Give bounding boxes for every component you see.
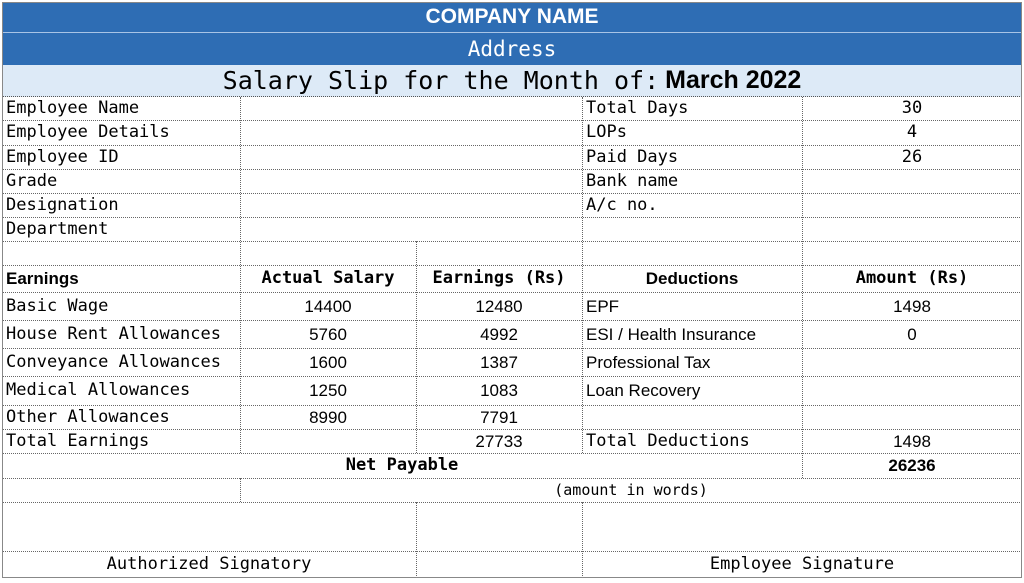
earnings-column-header: Earnings <box>6 269 79 288</box>
employee-name-value[interactable] <box>240 97 582 120</box>
total-days-label: Total Days <box>586 98 689 118</box>
deduction-label: ESI / Health Insurance <box>586 324 757 344</box>
earning-label: Conveyance Allowances <box>6 351 221 372</box>
actual-salary-value[interactable]: 14400 <box>304 296 352 316</box>
paid-days-value[interactable]: 26 <box>901 146 923 167</box>
designation-value[interactable] <box>240 193 582 217</box>
bank-name-value[interactable] <box>802 169 1022 193</box>
actual-salary-value[interactable]: 8990 <box>309 407 347 427</box>
account-number-label: A/c no. <box>586 194 658 215</box>
department-value[interactable] <box>240 217 582 241</box>
grade-value[interactable] <box>240 169 582 193</box>
company-name-banner: COMPANY NAME <box>2 2 1022 33</box>
earning-label: Medical Allowances <box>6 380 191 400</box>
deduction-amount[interactable] <box>802 376 1022 405</box>
deductions-column-header: Deductions <box>645 269 739 288</box>
actual-salary-column-header: Actual Salary <box>261 268 395 288</box>
slip-month: March 2022 <box>665 66 802 94</box>
address-banner: Address <box>2 33 1022 65</box>
earned-value[interactable]: 7791 <box>480 407 518 427</box>
employee-signature-label: Employee Signature <box>709 554 895 574</box>
employee-details-value[interactable] <box>240 120 582 145</box>
amount-in-words[interactable]: (amount in words) <box>554 480 708 499</box>
company-address: Address <box>467 37 557 61</box>
net-payable-label: Net Payable <box>345 455 459 475</box>
designation-label: Designation <box>6 194 119 215</box>
amount-column-header: Amount (Rs) <box>855 268 969 288</box>
total-deductions-label: Total Deductions <box>586 430 750 451</box>
earning-label: House Rent Allowances <box>6 323 221 344</box>
department-label: Department <box>6 218 109 239</box>
deduction-label: Professional Tax <box>586 352 711 372</box>
employee-id-label: Employee ID <box>6 146 119 167</box>
total-deductions-value: 1498 <box>893 431 931 451</box>
lops-value[interactable]: 4 <box>906 122 918 142</box>
earning-label: Other Allowances <box>6 406 170 427</box>
slip-title: Salary Slip for the Month of: <box>222 66 660 95</box>
account-number-value[interactable] <box>802 193 1022 217</box>
earned-value[interactable]: 4992 <box>480 324 518 344</box>
deduction-amount[interactable]: 0 <box>907 324 917 344</box>
paid-days-label: Paid Days <box>586 146 679 167</box>
earning-label: Basic Wage <box>6 295 109 316</box>
earnings-rs-column-header: Earnings (Rs) <box>432 268 566 288</box>
earned-value[interactable]: 12480 <box>475 296 523 316</box>
employee-details-label: Employee Details <box>6 122 170 142</box>
deduction-amount[interactable] <box>802 348 1022 376</box>
deduction-label: EPF <box>586 296 620 316</box>
authorized-signatory-label: Authorized Signatory <box>106 554 312 574</box>
actual-salary-value[interactable]: 1250 <box>309 381 347 400</box>
actual-salary-value[interactable]: 5760 <box>309 324 347 344</box>
company-name: COMPANY NAME <box>425 5 599 28</box>
earned-value[interactable]: 1387 <box>480 352 518 372</box>
actual-salary-value[interactable]: 1600 <box>309 352 347 372</box>
slip-title-banner: Salary Slip for the Month of: March 2022 <box>2 65 1022 97</box>
deduction-amount[interactable]: 1498 <box>893 296 931 316</box>
lops-label: LOPs <box>586 122 627 142</box>
earned-value[interactable]: 1083 <box>480 381 518 400</box>
employee-id-value[interactable] <box>240 145 582 169</box>
deduction-label: Loan Recovery <box>586 381 701 400</box>
total-earnings-value: 27733 <box>475 431 523 451</box>
total-days-value[interactable]: 30 <box>901 98 923 118</box>
grade-label: Grade <box>6 170 58 191</box>
bank-name-label: Bank name <box>586 170 679 191</box>
total-earnings-label: Total Earnings <box>6 430 150 451</box>
employee-name-label: Employee Name <box>6 98 140 118</box>
net-payable-value: 26236 <box>888 456 936 475</box>
